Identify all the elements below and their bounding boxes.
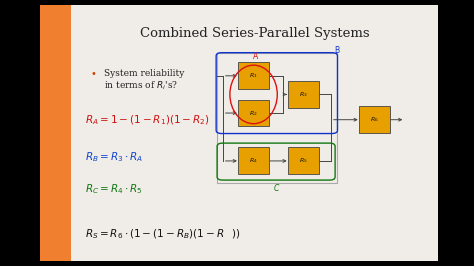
Text: $R_S = R_6 \cdot (1-(1-R_B)(1-R\;\;\;))$: $R_S = R_6 \cdot (1-(1-R_B)(1-R\;\;\;))$ bbox=[85, 227, 241, 241]
Text: $R_4$: $R_4$ bbox=[249, 156, 258, 165]
Text: •: • bbox=[90, 69, 96, 79]
FancyBboxPatch shape bbox=[238, 63, 269, 89]
Text: $R_C = R_4 \cdot R_5$: $R_C = R_4 \cdot R_5$ bbox=[85, 182, 143, 196]
Bar bbox=[71, 5, 438, 261]
Text: C: C bbox=[273, 184, 279, 193]
Text: $R_2$: $R_2$ bbox=[249, 109, 258, 118]
FancyBboxPatch shape bbox=[288, 147, 319, 174]
Text: $R_1$: $R_1$ bbox=[249, 71, 258, 80]
FancyBboxPatch shape bbox=[288, 81, 319, 108]
Text: $R_A = 1-(1-R_1)(1-R_2)$: $R_A = 1-(1-R_1)(1-R_2)$ bbox=[85, 113, 210, 127]
Text: $R_B = R_3 \cdot R_A$: $R_B = R_3 \cdot R_A$ bbox=[85, 150, 144, 164]
FancyBboxPatch shape bbox=[238, 100, 269, 127]
Text: A: A bbox=[253, 52, 259, 61]
FancyBboxPatch shape bbox=[238, 147, 269, 174]
Text: System reliability
in terms of $R_i$'s?: System reliability in terms of $R_i$'s? bbox=[104, 69, 185, 93]
Bar bbox=[40, 5, 71, 261]
Text: B: B bbox=[334, 45, 339, 55]
Text: $R_3$: $R_3$ bbox=[299, 90, 308, 99]
Text: $R_6$: $R_6$ bbox=[370, 115, 379, 124]
FancyBboxPatch shape bbox=[359, 106, 390, 133]
Text: Combined Series-Parallel Systems: Combined Series-Parallel Systems bbox=[140, 27, 370, 40]
Text: $R_5$: $R_5$ bbox=[299, 156, 308, 165]
